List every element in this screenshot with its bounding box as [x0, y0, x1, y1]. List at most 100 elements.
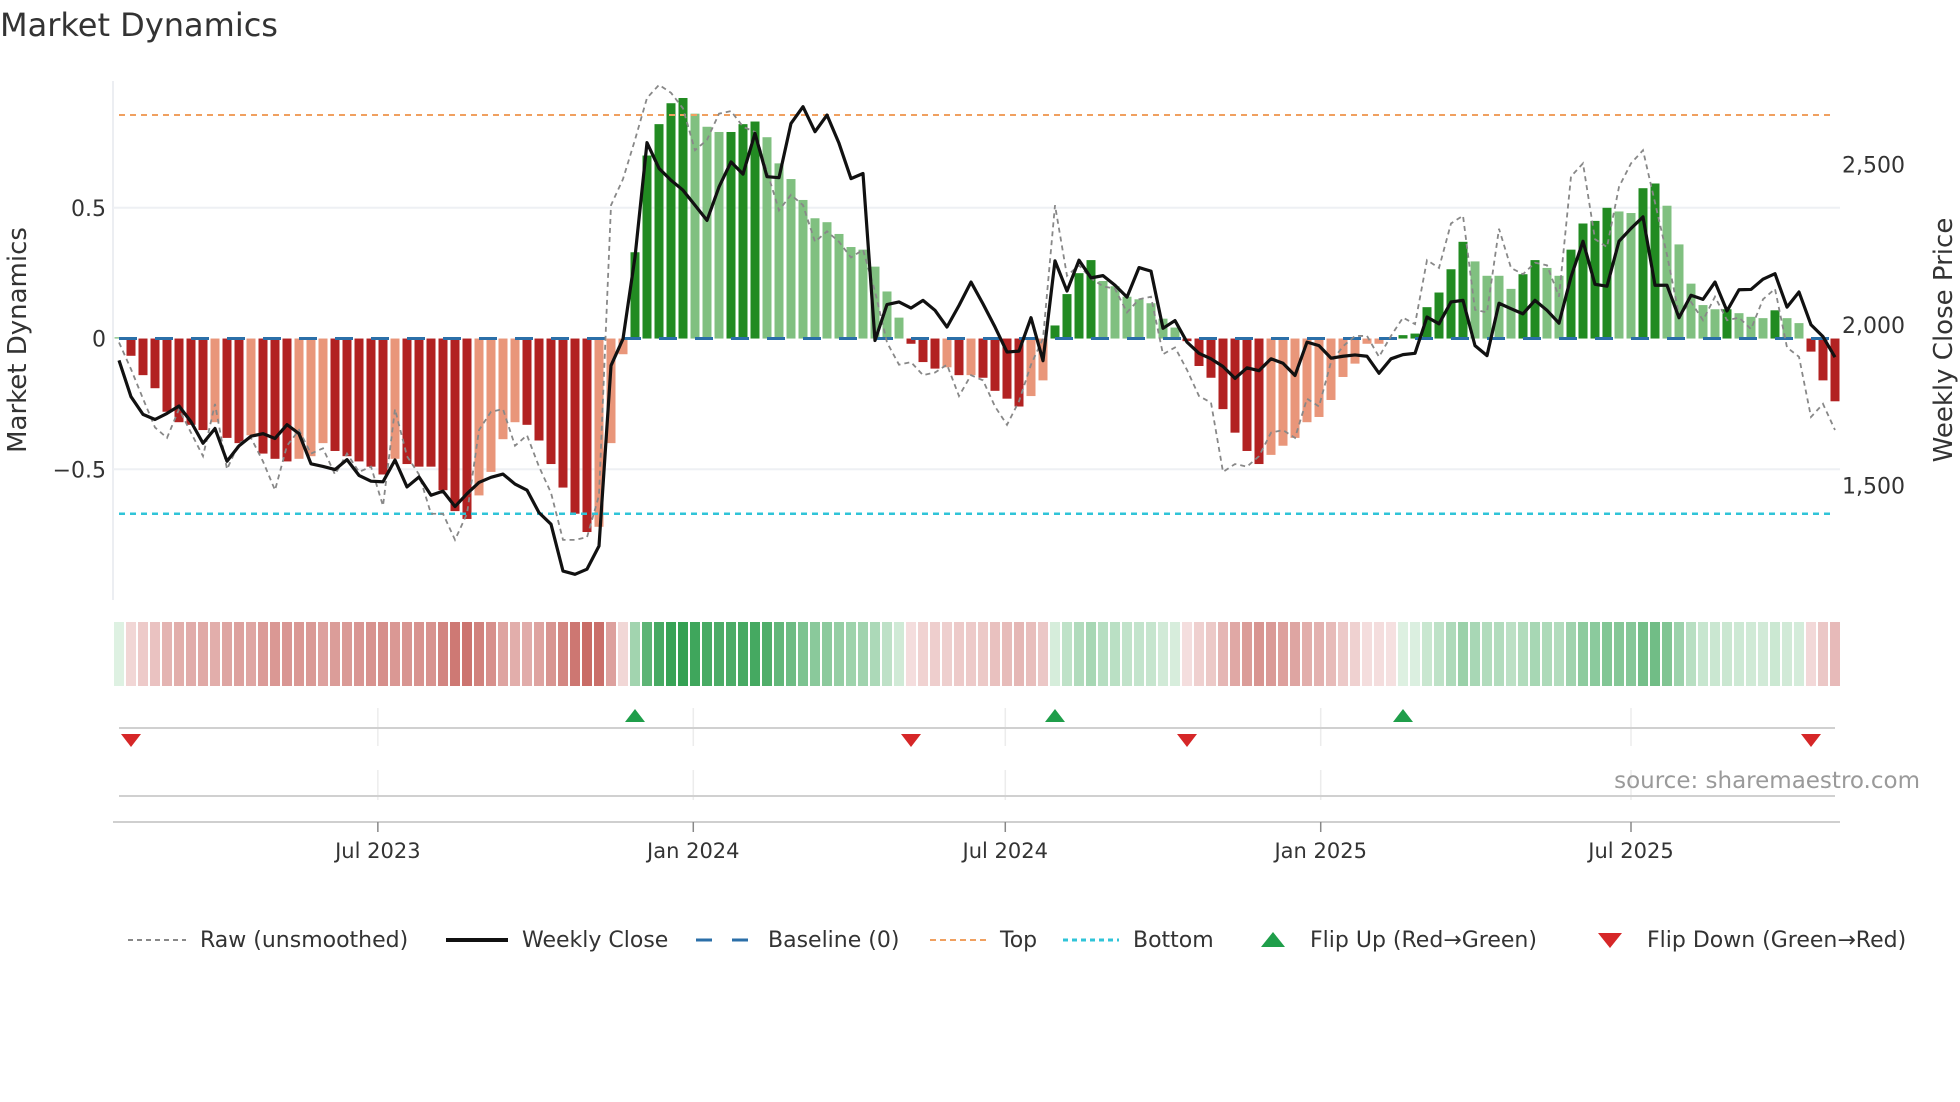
dynamics-bar: [1638, 188, 1648, 339]
dynamics-bar: [534, 338, 544, 441]
dynamics-bar: [726, 131, 736, 339]
flip-down-marker: [1177, 734, 1197, 747]
dynamics-bar: [954, 338, 964, 376]
dynamics-bar: [678, 97, 688, 339]
dynamics-bar: [294, 338, 304, 459]
x-tick-label: Jan 2025: [1272, 839, 1367, 863]
legend-item-flip-up[interactable]: Flip Up (Red→Green): [1260, 922, 1537, 958]
heat-strip-cell: [762, 622, 772, 686]
dynamics-bar: [570, 338, 580, 514]
heat-strip-cell: [426, 622, 436, 686]
dynamics-bar: [1410, 333, 1420, 339]
dynamics-bar: [366, 338, 376, 467]
heat-strip-cell: [654, 622, 664, 686]
heat-strip-cell: [318, 622, 328, 686]
heat-strip-cell: [486, 622, 496, 686]
heat-strip-cell: [474, 622, 484, 686]
heat-strip-cell: [210, 622, 220, 686]
heat-strip-cell: [174, 622, 184, 686]
source-credit: source: sharemaestro.com: [1614, 768, 1920, 794]
heat-strip-cell: [666, 622, 676, 686]
dynamics-bar: [306, 338, 316, 457]
heat-strip-cell: [1074, 622, 1084, 686]
heat-strip-cell: [822, 622, 832, 686]
heat-strip-cell: [1122, 622, 1132, 686]
heat-strip-cell: [450, 622, 460, 686]
y2-tick-label: 2,000: [1842, 314, 1905, 339]
heat-strip-cell: [1230, 622, 1240, 686]
heat-strip-cell: [1602, 622, 1612, 686]
x-tick-label: Jan 2024: [645, 839, 740, 863]
heat-strip-cell: [1758, 622, 1768, 686]
dynamics-bar: [702, 126, 712, 339]
heat-strip-cell: [390, 622, 400, 686]
y-tick-label: −0.5: [53, 458, 106, 483]
triangle-down-icon: [1598, 933, 1622, 948]
dynamics-bar: [510, 338, 520, 423]
dynamics-bar: [1398, 335, 1408, 339]
dashed-line-icon: [128, 939, 186, 941]
dashed-line-icon: [930, 939, 986, 941]
heat-strip-cell: [150, 622, 160, 686]
heat-strip-cell: [222, 622, 232, 686]
dynamics-bar: [1794, 323, 1804, 339]
heat-strip-cell: [354, 622, 364, 686]
heat-strip-cell: [1326, 622, 1336, 686]
legend-label-baseline: Baseline (0): [768, 927, 900, 953]
legend: Raw (unsmoothed) Weekly Close Baseline (…: [0, 922, 1960, 958]
heat-strip-cell: [810, 622, 820, 686]
dynamics-bar: [318, 338, 328, 444]
heat-strip-cell: [1530, 622, 1540, 686]
legend-item-close[interactable]: Weekly Close: [446, 922, 668, 958]
heat-strip-cell: [678, 622, 688, 686]
heat-strip-cell: [1662, 622, 1672, 686]
dynamics-bar: [426, 338, 436, 467]
dynamics-bar: [162, 338, 172, 412]
dynamics-bar: [714, 131, 724, 339]
dynamics-bar: [654, 124, 664, 339]
legend-item-baseline[interactable]: Baseline (0): [696, 922, 899, 958]
dynamics-bar: [222, 338, 232, 438]
heat-strip-cell: [414, 622, 424, 686]
dynamics-bar: [642, 155, 652, 339]
heat-strip-cell: [1242, 622, 1252, 686]
dynamics-bar: [186, 338, 196, 425]
heat-strip-cell: [1386, 622, 1396, 686]
legend-item-top[interactable]: Top: [930, 922, 1037, 958]
heat-strip-cell: [1494, 622, 1504, 686]
heat-strip-cell: [1566, 622, 1576, 686]
heat-strip-cell: [162, 622, 172, 686]
legend-item-raw[interactable]: Raw (unsmoothed): [128, 922, 408, 958]
legend-item-flip-down[interactable]: Flip Down (Green→Red): [1597, 922, 1906, 958]
dynamics-bar: [618, 338, 628, 355]
heat-strip-cell: [1254, 622, 1264, 686]
dynamics-bar: [630, 252, 640, 339]
heat-strip-cell: [750, 622, 760, 686]
heat-strip-cell: [1722, 622, 1732, 686]
dynamics-bar: [1734, 313, 1744, 339]
dynamics-bar: [1350, 338, 1360, 364]
heat-strip-cell: [1050, 622, 1060, 686]
dynamics-bar: [1314, 338, 1324, 417]
solid-line-icon: [446, 938, 508, 942]
flip-down-marker: [1801, 734, 1821, 747]
legend-item-bottom[interactable]: Bottom: [1063, 922, 1214, 958]
dynamics-bar: [1362, 338, 1372, 344]
heat-strip-cell: [1194, 622, 1204, 686]
dynamics-bar: [1566, 249, 1576, 339]
dynamics-bar: [1662, 205, 1672, 339]
dotted-line-icon: [1063, 938, 1119, 942]
heat-strip-cell: [846, 622, 856, 686]
heat-strip-cell: [1446, 622, 1456, 686]
dynamics-bar: [450, 338, 460, 512]
dynamics-bar: [402, 338, 412, 465]
dynamics-bar: [1290, 338, 1300, 438]
heat-strip-cell: [1266, 622, 1276, 686]
heat-strip-cell: [1110, 622, 1120, 686]
heat-strip-cell: [918, 622, 928, 686]
heat-strip-cell: [1434, 622, 1444, 686]
heat-strip-cell: [138, 622, 148, 686]
heat-strip-cell: [462, 622, 472, 686]
dynamics-bar: [1542, 267, 1552, 339]
